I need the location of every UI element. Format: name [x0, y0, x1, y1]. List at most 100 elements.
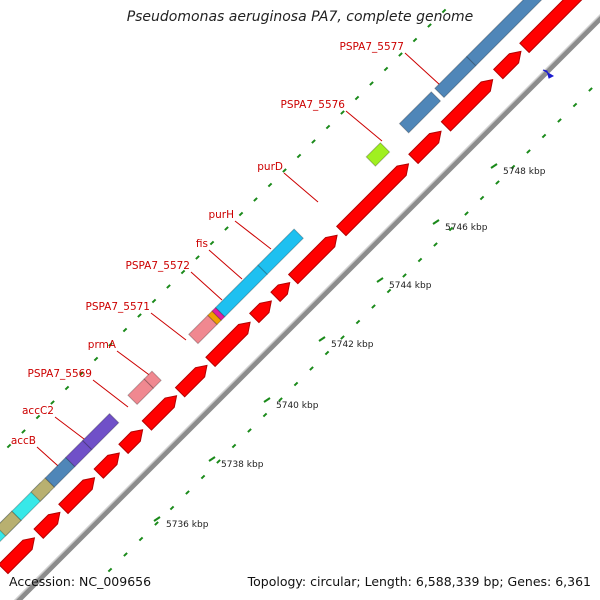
dot-tick-upper	[311, 139, 316, 144]
gene-label: accB	[11, 435, 36, 447]
callout-line	[234, 220, 272, 250]
cds-arrow	[33, 511, 61, 539]
dot-tick-upper	[209, 240, 215, 246]
gene-label: fis	[196, 238, 208, 250]
gene-label: purH	[208, 209, 234, 221]
dot-tick-upper	[296, 153, 302, 159]
dot-tick-upper	[282, 168, 287, 173]
dot-tick-upper	[64, 385, 70, 391]
kbp-tick	[153, 516, 161, 522]
gene-label: PSPA7_5576	[281, 99, 346, 111]
dot-tick-upper	[21, 429, 26, 434]
kbp-label: 5744 kbp	[389, 281, 432, 291]
dot-tick-lower	[216, 459, 221, 464]
dot-tick-lower	[154, 521, 159, 526]
dot-tick-lower	[355, 319, 361, 325]
kbp-label: 5748 kbp	[503, 167, 546, 177]
gene-label: PSPA7_5577	[340, 41, 405, 53]
callout-line	[404, 52, 441, 86]
kbp-tick	[432, 219, 440, 225]
dot-tick-lower	[138, 536, 144, 542]
dot-tick-lower	[448, 226, 454, 232]
dot-tick-lower	[510, 164, 516, 170]
callout-line	[92, 379, 129, 408]
dot-tick-lower	[479, 195, 485, 201]
callout-line	[190, 271, 223, 301]
cds-arrow	[118, 429, 144, 455]
dot-tick-lower	[495, 180, 500, 185]
accession-text: Accession: NC_009656	[9, 574, 152, 589]
callout-line	[208, 249, 243, 280]
cds-arrow	[174, 364, 208, 398]
kbp-tick	[208, 456, 216, 462]
gene-label: prmA	[88, 339, 117, 351]
dot-tick-upper	[383, 66, 389, 72]
dot-tick-upper	[398, 52, 403, 57]
dot-tick-upper	[180, 269, 186, 275]
dot-tick-lower	[262, 412, 268, 418]
dot-tick-lower	[417, 257, 423, 263]
kbp-label: 5740 kbp	[276, 401, 319, 411]
gene-label: purD	[257, 161, 283, 173]
kbp-label: 5742 kbp	[331, 340, 374, 350]
cds-arrow	[336, 163, 410, 237]
cds-arrow	[58, 477, 96, 515]
dot-tick-upper	[195, 255, 200, 260]
dot-tick-upper	[267, 182, 273, 188]
dot-tick-lower	[557, 118, 562, 123]
dot-tick-upper	[93, 356, 99, 362]
dot-tick-lower	[433, 242, 438, 247]
cog-feature	[398, 91, 442, 134]
cds-arrow	[0, 537, 36, 575]
kbp-tick	[376, 277, 384, 283]
dot-tick-upper	[166, 284, 171, 289]
dot-tick-upper	[224, 226, 229, 231]
dot-tick-lower	[526, 149, 531, 154]
cds-arrow	[270, 281, 291, 303]
gene-labels: accB accC2 PSPA7_5569 prmA PSPA7_5571 PSPA7_5…	[11, 41, 404, 447]
cog-feature	[365, 142, 391, 167]
topology-text: Topology: circular; Length: 6,588,339 bp…	[247, 574, 591, 589]
kbp-tick	[490, 163, 498, 169]
dot-tick-lower	[324, 350, 330, 356]
dot-tick-lower	[464, 211, 469, 216]
callout-line	[283, 172, 319, 203]
dot-tick-lower	[185, 490, 190, 495]
dot-tick-upper	[79, 371, 84, 376]
gene-label: accC2	[22, 405, 54, 417]
dot-tick-upper	[340, 110, 345, 115]
dot-tick-upper	[137, 313, 142, 318]
dot-tick-lower	[572, 102, 578, 108]
gene-label: PSPA7_5569	[28, 368, 93, 380]
dot-tick-upper	[6, 443, 12, 449]
dot-tick-upper	[238, 211, 244, 217]
cog-feature	[434, 55, 477, 99]
dot-tick-lower	[340, 335, 345, 340]
dot-tick-upper	[108, 342, 113, 347]
kbp-tick	[318, 336, 326, 342]
dot-tick-upper	[50, 400, 55, 405]
dot-tick-lower	[386, 288, 392, 294]
dot-tick-lower	[169, 505, 175, 511]
cds-arrow	[492, 50, 522, 80]
dot-ticks	[6, 8, 593, 573]
gene-label: PSPA7_5572	[126, 260, 191, 272]
kbp-tick	[263, 397, 271, 403]
dot-tick-lower	[247, 428, 252, 433]
cds-arrow	[93, 452, 120, 479]
dot-tick-upper	[441, 8, 447, 14]
dot-tick-lower	[107, 567, 113, 573]
cds-arrow	[249, 300, 272, 324]
dot-tick-lower	[309, 366, 314, 371]
dot-tick-lower	[371, 304, 376, 309]
gene-label: PSPA7_5571	[86, 301, 151, 313]
cog-feature	[81, 412, 120, 451]
kbp-label: 5738 kbp	[221, 460, 264, 470]
dot-tick-lower	[278, 397, 283, 402]
cds-arrow	[408, 130, 442, 165]
callout-lines	[36, 52, 441, 475]
dot-tick-upper	[427, 23, 432, 28]
